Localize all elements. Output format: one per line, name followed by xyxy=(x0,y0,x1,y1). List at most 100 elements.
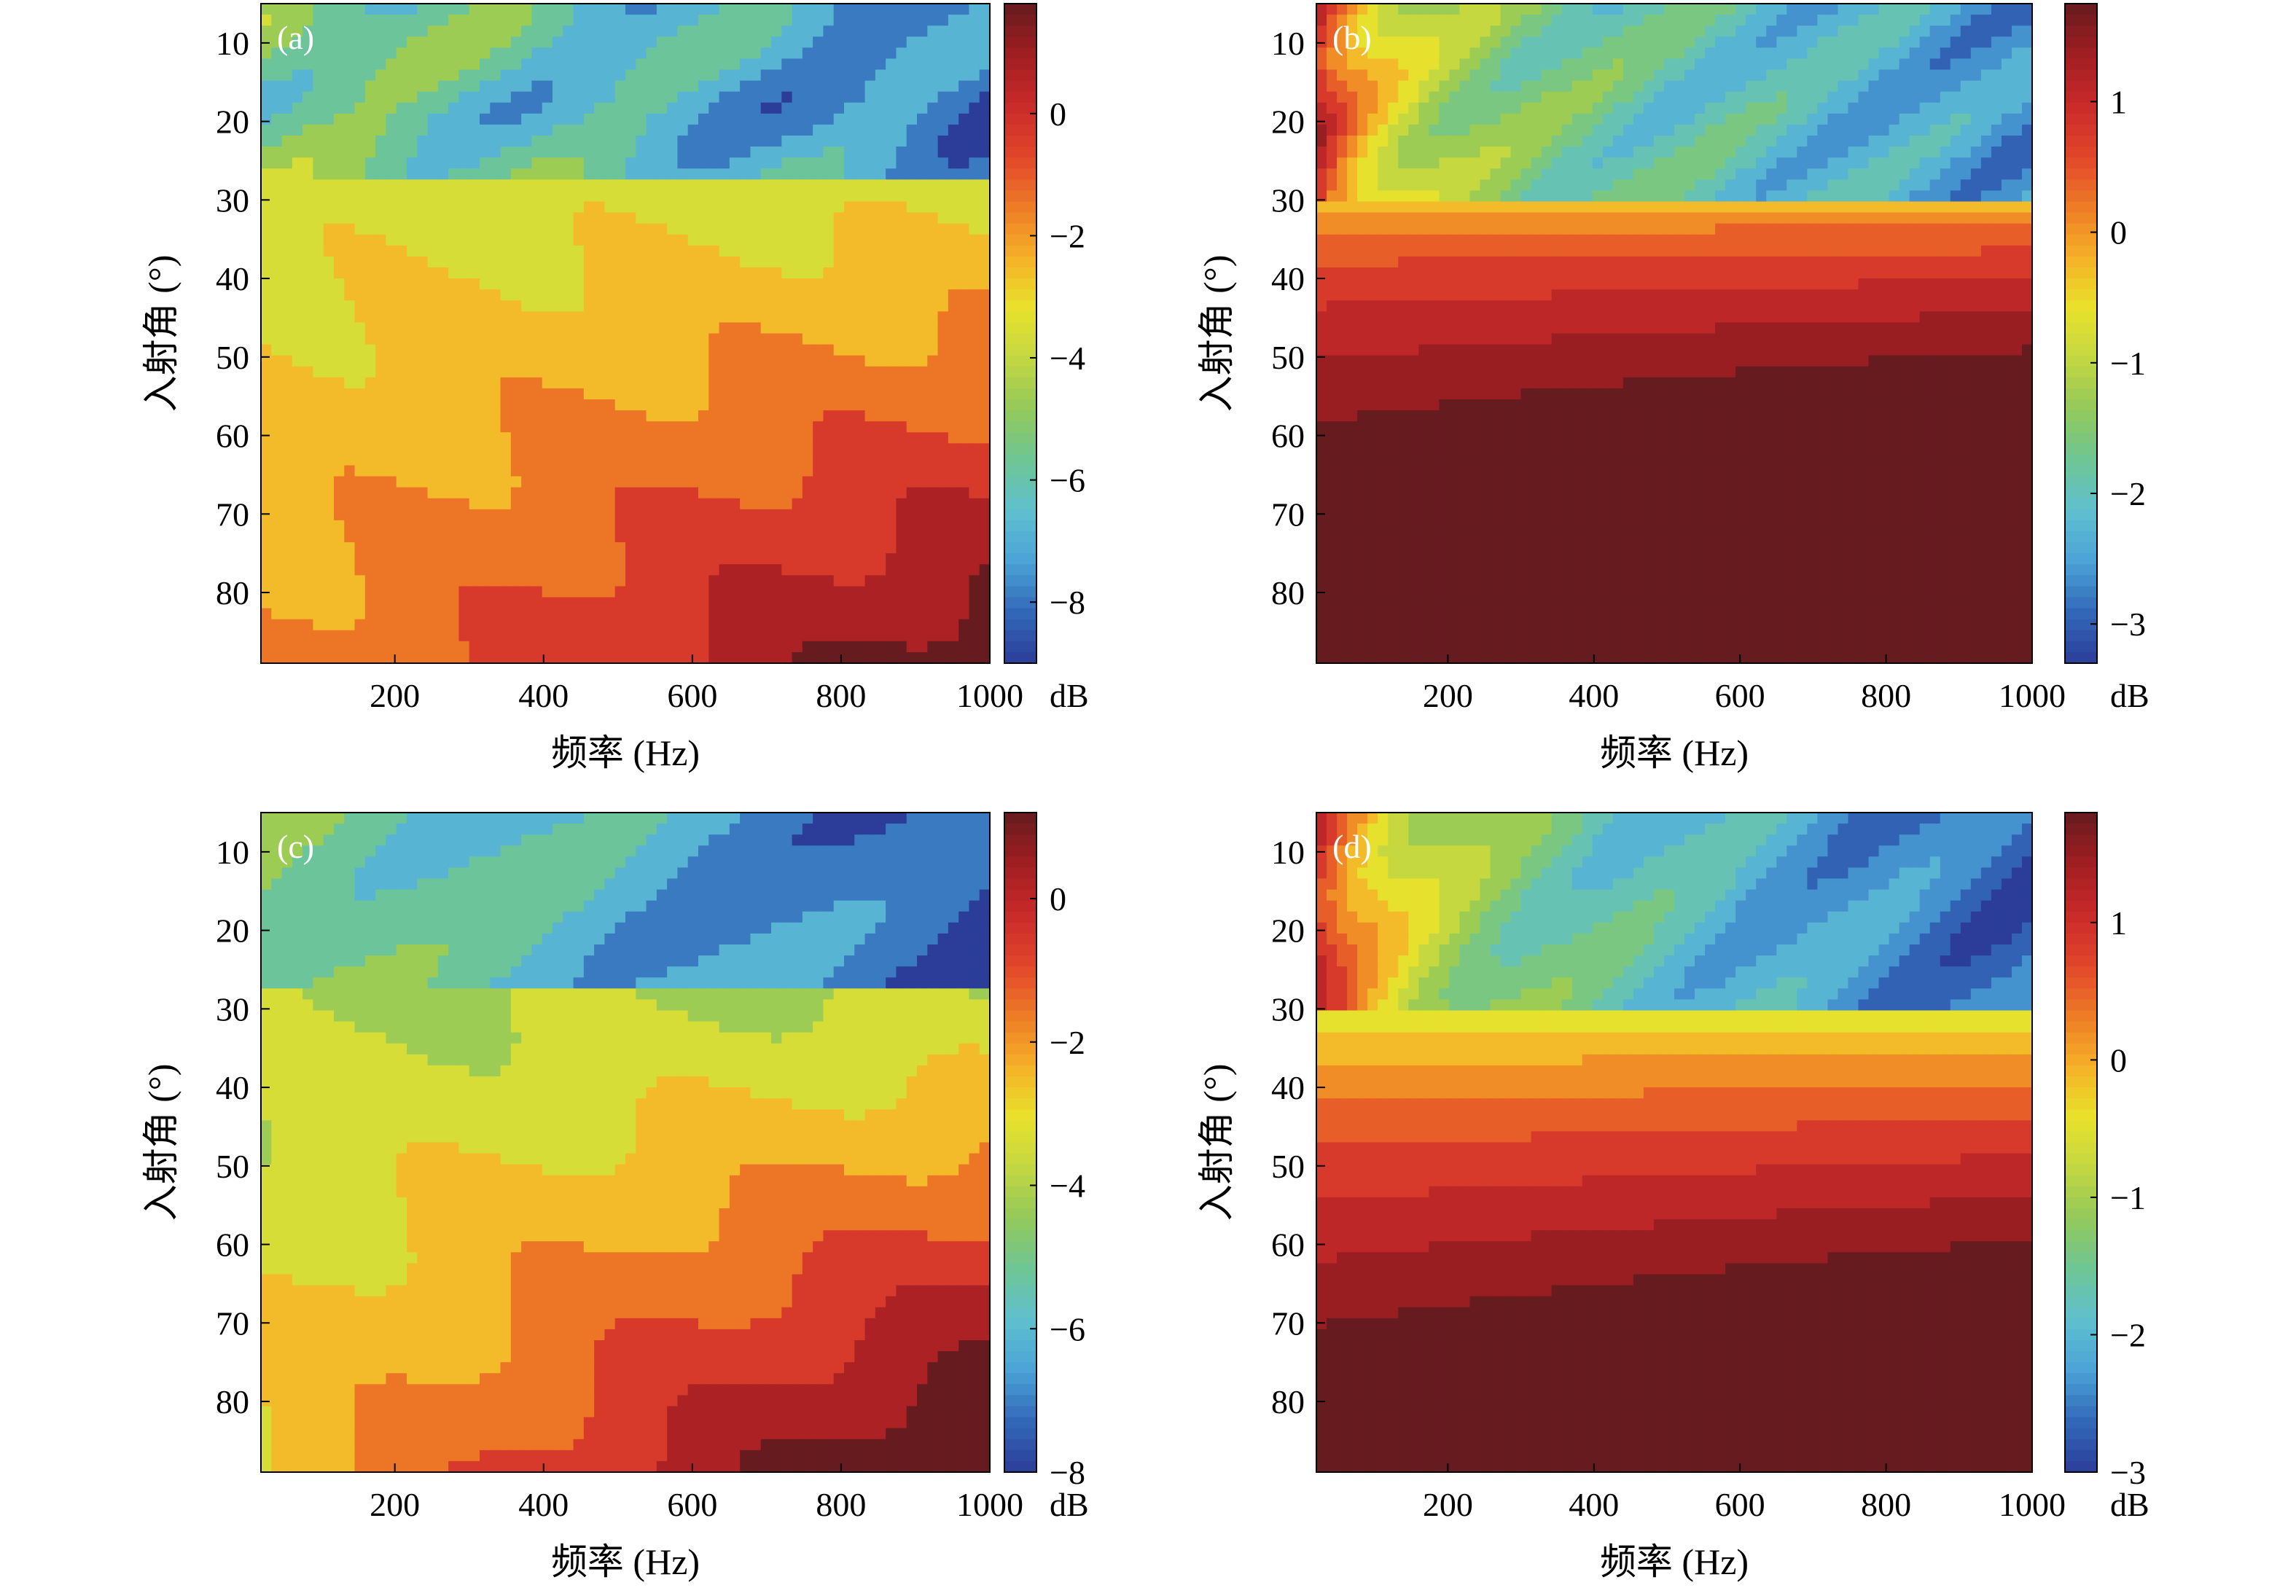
heatmap-cell xyxy=(719,454,730,466)
heatmap-cell xyxy=(1756,26,1767,37)
heatmap-cell xyxy=(324,421,335,433)
heatmap-cell xyxy=(917,334,928,345)
heatmap-cell xyxy=(1398,58,1409,70)
heatmap-cell xyxy=(1459,47,1470,59)
heatmap-cell xyxy=(615,322,626,334)
heatmap-cell xyxy=(302,410,313,422)
heatmap-cell xyxy=(1562,81,1573,93)
heatmap-cell xyxy=(365,36,376,48)
heatmap-cell xyxy=(708,367,719,378)
heatmap-cell xyxy=(980,289,991,301)
heatmap-cell xyxy=(875,235,886,246)
heatmap-cell xyxy=(302,553,313,565)
heatmap-cell xyxy=(813,575,824,587)
heatmap-cell xyxy=(604,553,615,565)
heatmap-cell xyxy=(688,564,699,576)
heatmap-cell xyxy=(875,103,886,114)
heatmap-cell xyxy=(552,311,563,323)
heatmap-cell xyxy=(417,586,428,598)
heatmap-cell xyxy=(552,609,563,620)
colorbar-step xyxy=(1004,322,1036,334)
heatmap-cell xyxy=(803,136,813,147)
heatmap-cell xyxy=(302,257,313,268)
heatmap-cell xyxy=(438,378,449,389)
heatmap-cell xyxy=(271,334,282,345)
heatmap-cell xyxy=(302,125,313,136)
heatmap-cell xyxy=(907,36,918,48)
heatmap-cell xyxy=(604,322,615,334)
heatmap-cell xyxy=(604,190,615,202)
heatmap-cell xyxy=(750,609,761,620)
heatmap-cell xyxy=(1827,58,1838,70)
heatmap-cell xyxy=(407,454,418,466)
heatmap-cell xyxy=(375,609,386,620)
heatmap-cell xyxy=(375,202,386,214)
heatmap-cell xyxy=(647,202,657,214)
heatmap-cell xyxy=(574,136,585,147)
heatmap-cell xyxy=(750,367,761,378)
heatmap-cell xyxy=(938,157,949,169)
heatmap-cell xyxy=(574,235,585,246)
heatmap-cell xyxy=(1991,15,2002,26)
heatmap-cell xyxy=(980,213,991,224)
heatmap-cell xyxy=(730,466,741,477)
heatmap-cell xyxy=(292,125,303,136)
heatmap-cell xyxy=(625,356,636,367)
heatmap-cell xyxy=(1735,4,1746,15)
heatmap-cell xyxy=(667,443,678,455)
heatmap-cell xyxy=(407,432,418,444)
heatmap-cell xyxy=(302,300,313,312)
heatmap-cell xyxy=(1705,92,1716,103)
heatmap-cell xyxy=(563,26,574,37)
heatmap-cell xyxy=(1459,70,1470,82)
heatmap-cell xyxy=(594,235,605,246)
heatmap-cell xyxy=(574,322,585,334)
heatmap-cell xyxy=(1838,103,1848,114)
heatmap-cell xyxy=(803,114,813,125)
heatmap-cell xyxy=(896,367,907,378)
heatmap-cell xyxy=(698,488,709,499)
heatmap-cell xyxy=(313,190,324,202)
heatmap-cell xyxy=(1869,15,1880,26)
heatmap-cell xyxy=(615,477,626,488)
heatmap-cell xyxy=(521,278,532,290)
heatmap-cell xyxy=(980,224,991,235)
heatmap-cell xyxy=(552,322,563,334)
heatmap-cell xyxy=(542,70,553,82)
heatmap-cell xyxy=(615,575,626,587)
y-tick-label: 10 xyxy=(216,25,249,62)
heatmap-cell xyxy=(1827,36,1838,48)
heatmap-cell xyxy=(636,114,647,125)
heatmap-cell xyxy=(625,410,636,422)
heatmap-cell xyxy=(896,399,907,411)
heatmap-cell xyxy=(781,619,792,631)
heatmap-cell xyxy=(490,311,501,323)
heatmap-cell xyxy=(647,498,657,510)
heatmap-cell xyxy=(1725,103,1736,114)
heatmap-cell xyxy=(386,300,397,312)
heatmap-cell xyxy=(428,575,439,587)
heatmap-cell xyxy=(615,168,626,180)
heatmap-cell xyxy=(417,289,428,301)
heatmap-cell xyxy=(511,432,522,444)
colorbar-step xyxy=(1004,531,1036,543)
heatmap-cell xyxy=(771,356,782,367)
heatmap-cell xyxy=(531,289,542,301)
heatmap-cell xyxy=(1562,103,1573,114)
heatmap-cell xyxy=(1674,15,1685,26)
heatmap-cell xyxy=(397,575,407,587)
heatmap-cell xyxy=(417,378,428,389)
heatmap-cell xyxy=(1920,92,1931,103)
heatmap-cell xyxy=(927,542,938,554)
heatmap-cell xyxy=(375,388,386,400)
heatmap-cell xyxy=(521,378,532,389)
heatmap-cell xyxy=(771,575,782,587)
heatmap-cell xyxy=(490,498,501,510)
heatmap-cell xyxy=(2022,36,2033,48)
heatmap-cell xyxy=(625,278,636,290)
heatmap-cell xyxy=(740,356,751,367)
heatmap-cell xyxy=(1910,36,1921,48)
heatmap-cell xyxy=(292,454,303,466)
heatmap-cell xyxy=(1316,58,1327,70)
heatmap-cell xyxy=(594,454,605,466)
